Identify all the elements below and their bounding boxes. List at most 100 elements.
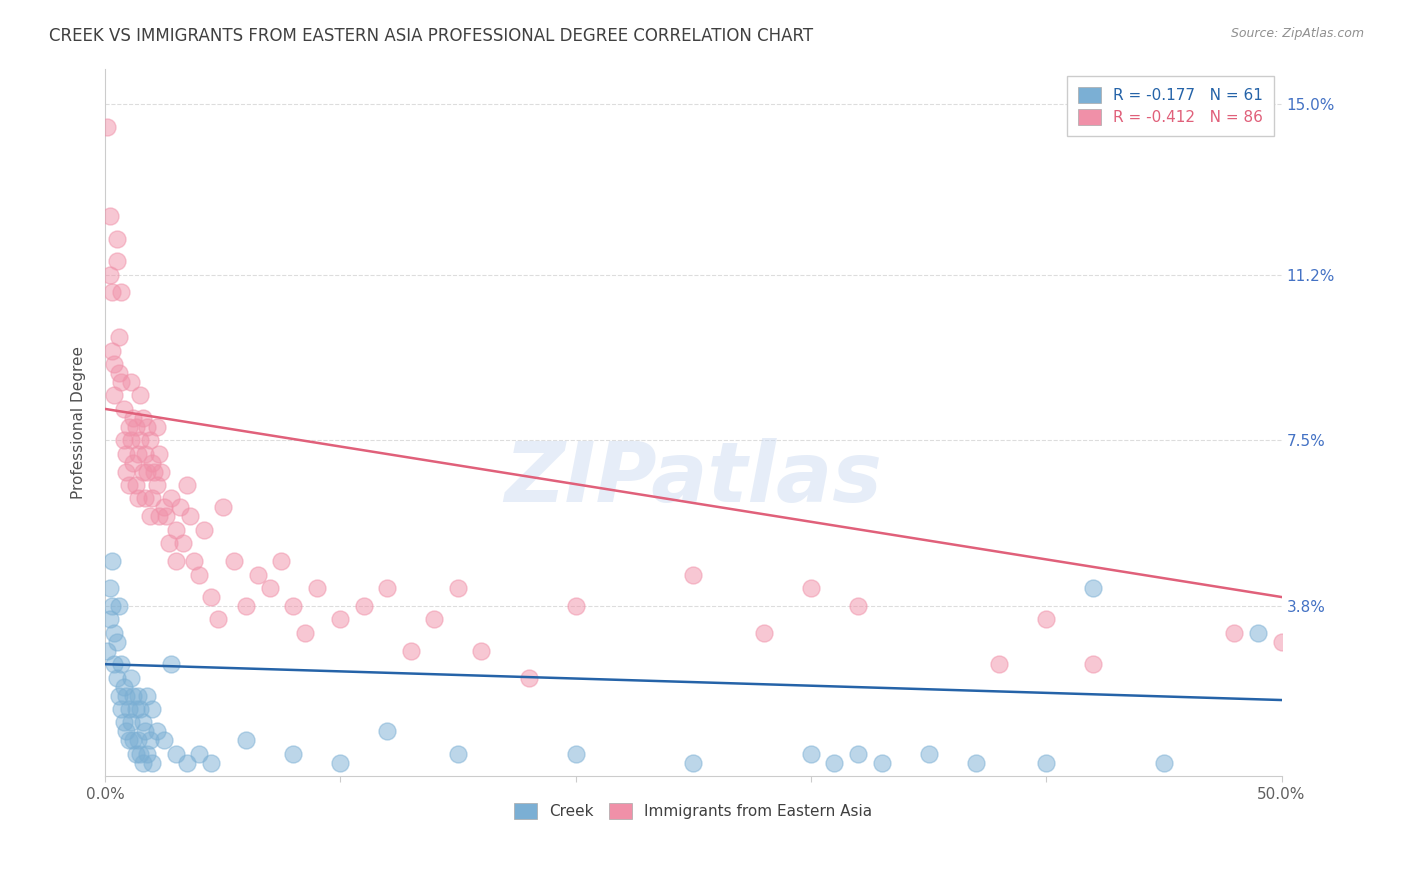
Point: [138, 509, 160, 524]
Point: [141, 456, 163, 470]
Point: [101, 343, 124, 358]
Point: [122, 456, 145, 470]
Point: [141, 491, 163, 506]
Point: [399, 644, 422, 658]
Point: [682, 756, 704, 770]
Point: [160, 657, 183, 672]
Point: [447, 747, 470, 761]
Point: [115, 724, 138, 739]
Point: [283, 747, 305, 761]
Legend: Creek, Immigrants from Eastern Asia: Creek, Immigrants from Eastern Asia: [508, 797, 879, 825]
Point: [110, 285, 132, 300]
Point: [110, 375, 132, 389]
Point: [294, 625, 316, 640]
Point: [108, 689, 131, 703]
Point: [136, 689, 159, 703]
Point: [122, 733, 145, 747]
Point: [136, 465, 159, 479]
Point: [870, 756, 893, 770]
Point: [117, 478, 139, 492]
Point: [105, 254, 128, 268]
Point: [153, 733, 176, 747]
Point: [682, 567, 704, 582]
Point: [101, 554, 124, 568]
Point: [179, 509, 201, 524]
Point: [124, 478, 146, 492]
Point: [141, 702, 163, 716]
Point: [988, 657, 1011, 672]
Point: [148, 447, 170, 461]
Point: [138, 733, 160, 747]
Point: [122, 689, 145, 703]
Point: [917, 747, 939, 761]
Point: [131, 410, 153, 425]
Point: [470, 644, 492, 658]
Point: [138, 434, 160, 448]
Point: [165, 554, 187, 568]
Y-axis label: Professional Degree: Professional Degree: [72, 346, 86, 499]
Point: [131, 715, 153, 730]
Point: [143, 465, 166, 479]
Point: [176, 756, 198, 770]
Point: [124, 747, 146, 761]
Point: [124, 702, 146, 716]
Point: [1035, 612, 1057, 626]
Point: [124, 420, 146, 434]
Point: [129, 747, 152, 761]
Point: [329, 612, 352, 626]
Point: [150, 465, 173, 479]
Point: [377, 581, 399, 595]
Point: [155, 509, 177, 524]
Point: [103, 388, 125, 402]
Point: [235, 733, 257, 747]
Point: [122, 410, 145, 425]
Point: [148, 509, 170, 524]
Point: [564, 599, 586, 613]
Point: [800, 747, 823, 761]
Point: [200, 756, 222, 770]
Point: [134, 724, 156, 739]
Point: [110, 702, 132, 716]
Point: [176, 478, 198, 492]
Point: [169, 500, 191, 515]
Point: [224, 554, 246, 568]
Point: [1223, 625, 1246, 640]
Point: [153, 500, 176, 515]
Point: [1270, 635, 1292, 649]
Point: [108, 366, 131, 380]
Point: [112, 680, 135, 694]
Point: [98, 612, 121, 626]
Point: [129, 434, 152, 448]
Point: [188, 747, 211, 761]
Point: [823, 756, 845, 770]
Point: [103, 625, 125, 640]
Point: [110, 657, 132, 672]
Point: [112, 434, 135, 448]
Point: [112, 715, 135, 730]
Text: Source: ZipAtlas.com: Source: ZipAtlas.com: [1230, 27, 1364, 40]
Point: [165, 523, 187, 537]
Point: [127, 733, 149, 747]
Point: [1153, 756, 1175, 770]
Point: [329, 756, 352, 770]
Point: [165, 747, 187, 761]
Point: [207, 612, 229, 626]
Point: [127, 447, 149, 461]
Point: [117, 420, 139, 434]
Point: [120, 671, 142, 685]
Point: [131, 756, 153, 770]
Point: [134, 491, 156, 506]
Point: [127, 491, 149, 506]
Point: [117, 733, 139, 747]
Point: [98, 581, 121, 595]
Point: [305, 581, 328, 595]
Point: [965, 756, 987, 770]
Text: ZIPatlas: ZIPatlas: [505, 439, 882, 519]
Point: [423, 612, 446, 626]
Point: [129, 702, 152, 716]
Text: CREEK VS IMMIGRANTS FROM EASTERN ASIA PROFESSIONAL DEGREE CORRELATION CHART: CREEK VS IMMIGRANTS FROM EASTERN ASIA PR…: [49, 27, 813, 45]
Point: [752, 625, 775, 640]
Point: [235, 599, 257, 613]
Point: [1083, 657, 1105, 672]
Point: [200, 590, 222, 604]
